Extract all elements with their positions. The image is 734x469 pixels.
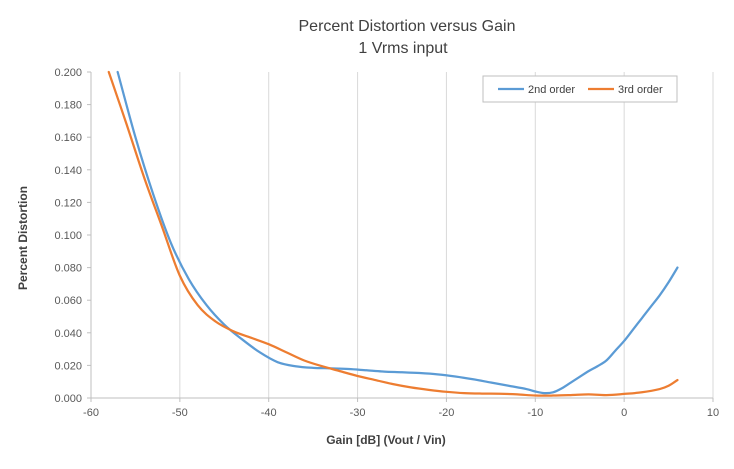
y-tick-label: 0.100: [54, 230, 82, 242]
y-tick-label: 0.080: [54, 263, 82, 275]
series-line-2nd-order: [116, 70, 679, 395]
x-tick-label: -60: [83, 407, 99, 419]
x-tick-label: 10: [707, 407, 719, 419]
y-tick-label: 0.140: [54, 165, 82, 177]
legend-label-3rd-order: 3rd order: [618, 84, 663, 96]
y-axis-title: Percent Distortion: [16, 186, 30, 290]
legend-label-2nd-order: 2nd order: [528, 84, 575, 96]
legend: 2nd order 3rd order: [482, 75, 678, 103]
x-tick-label: 0: [621, 407, 627, 419]
y-tick-label: 0.060: [54, 295, 82, 307]
y-tick-label: 0.200: [54, 67, 82, 79]
series-layer: [107, 70, 679, 397]
y-tick-label: 0.000: [54, 393, 82, 405]
chart-subtitle: 1 Vrms input: [358, 40, 448, 57]
x-tick-label: -10: [527, 407, 543, 419]
y-tick-label: 0.020: [54, 360, 82, 372]
x-tick-label: -50: [172, 407, 188, 419]
axis-layer: 0.000 0.020 0.040 0.060 0.080 0.100 0.120 0.140…: [54, 67, 719, 419]
y-tick-label: 0.040: [54, 328, 82, 340]
x-tick-label: -30: [350, 407, 366, 419]
chart-title: Percent Distortion versus Gain: [299, 18, 516, 35]
y-tick-label: 0.120: [54, 197, 82, 209]
x-axis-title: Gain [dB] (Vout / Vin): [326, 433, 446, 447]
series-line-3rd-order: [107, 70, 679, 397]
y-tick-label: 0.160: [54, 132, 82, 144]
y-tick-label: 0.180: [54, 100, 82, 112]
x-tick-label: -40: [261, 407, 277, 419]
x-tick-label: -20: [438, 407, 454, 419]
